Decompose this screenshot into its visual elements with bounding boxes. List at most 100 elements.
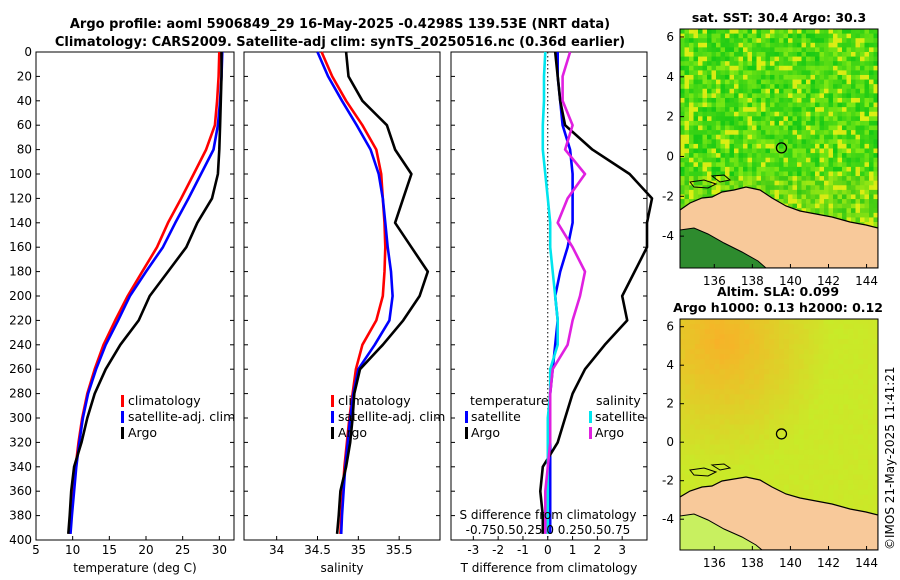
heatmap-cell [725, 120, 730, 126]
heatmap-cell [846, 203, 852, 209]
heatmap-cell [853, 349, 859, 355]
heatmap-cell [803, 359, 810, 365]
heatmap-cell [720, 102, 726, 108]
heatmap-cell [798, 384, 805, 390]
heatmap-cell [769, 444, 775, 450]
heatmap-cell [843, 474, 849, 481]
heatmap-cell [792, 97, 798, 103]
heatmap-cell [684, 379, 691, 385]
heatmap-cell [734, 130, 739, 136]
heatmap-cell [873, 79, 878, 85]
heatmap-cell [720, 97, 726, 103]
heatmap-cell [747, 107, 753, 113]
heatmap-cell [824, 79, 829, 85]
heatmap-cell [716, 61, 721, 67]
heatmap-cell [819, 33, 825, 39]
heatmap-cell [833, 70, 838, 76]
heatmap-cell [779, 79, 784, 85]
heatmap-cell [764, 384, 770, 390]
heatmap-cell [709, 394, 716, 400]
heatmap-cell [761, 42, 766, 48]
heatmap-cell [833, 379, 839, 385]
heatmap-cell [707, 171, 712, 177]
heatmap-cell [680, 65, 685, 71]
heatmap-cell [714, 329, 720, 335]
heatmap-cell [704, 449, 711, 455]
heatmap-cell [788, 464, 795, 471]
heatmap-cell [770, 107, 775, 113]
heatmap-cell [680, 79, 685, 85]
heatmap-cell [719, 419, 725, 425]
heatmap-cell [853, 354, 859, 360]
heatmap-cell [724, 464, 730, 471]
heatmap-cell [699, 414, 706, 420]
heatmap-cell [788, 189, 793, 195]
heatmap-cell [779, 189, 784, 195]
heatmap-cell [838, 414, 844, 420]
heatmap-cell [699, 394, 706, 400]
heatmap-cell [798, 424, 805, 430]
heatmap-cell [765, 84, 771, 90]
heatmap-cell [709, 474, 716, 481]
heatmap-cell [779, 120, 784, 126]
heatmap-cell [680, 339, 686, 345]
heatmap-cell [734, 79, 739, 85]
heatmap-cell [792, 143, 798, 149]
heatmap-cell [774, 185, 780, 191]
heatmap-cell [684, 65, 690, 71]
heatmap-cell [797, 88, 802, 94]
heatmap-cell [863, 359, 869, 365]
heatmap-cell [704, 319, 711, 325]
heatmap-cell [783, 194, 789, 200]
heatmap-cell [842, 185, 847, 191]
heatmap-cell [752, 38, 757, 44]
heatmap-cell [824, 102, 829, 108]
heatmap-cell [837, 212, 843, 218]
heatmap-cell [824, 125, 829, 131]
heatmap-cell [843, 499, 849, 506]
heatmap-cell [868, 379, 874, 385]
heatmap-cell [765, 47, 771, 53]
heatmap-cell [719, 364, 725, 370]
heatmap-cell [868, 339, 874, 345]
legend-title-salinity: salinity [596, 393, 641, 408]
heatmap-cell [815, 180, 820, 186]
legend-label-satellite: satellite-adj. clim [338, 409, 445, 424]
heatmap-cell [863, 449, 869, 455]
heatmap-cell [769, 429, 775, 435]
heatmap-cell [719, 439, 725, 445]
heatmap-cell [783, 180, 789, 186]
heatmap-cell [864, 74, 870, 80]
heatmap-cell [819, 189, 825, 195]
heatmap-cell [709, 419, 716, 425]
heatmap-cell [765, 171, 771, 177]
heatmap-cell [680, 153, 685, 159]
heatmap-cell [843, 379, 849, 385]
heatmap-cell [729, 349, 735, 355]
heatmap-cell [734, 88, 739, 94]
heatmap-cell [851, 120, 856, 126]
heatmap-cell [833, 139, 838, 145]
heatmap-cell [716, 153, 721, 159]
heatmap-cell [803, 494, 810, 501]
heatmap-cell [707, 84, 712, 90]
heatmap-cell [851, 29, 856, 34]
heatmap-cell [729, 148, 735, 154]
heatmap-cell [756, 162, 762, 168]
heatmap-cell [803, 484, 810, 491]
heatmap-cell [868, 434, 874, 440]
heatmap-cell [819, 74, 825, 80]
heatmap-cell [684, 344, 691, 350]
heatmap-cell [743, 116, 748, 122]
heatmap-cell [719, 429, 725, 435]
heatmap-cell [734, 399, 740, 405]
heatmap-cell [855, 217, 861, 223]
heatmap-cell [837, 38, 843, 44]
heatmap-cell [828, 139, 834, 145]
heatmap-cell [756, 61, 762, 67]
heatmap-cell [698, 189, 703, 195]
heatmap-cell [803, 419, 810, 425]
heatmap-cell [797, 162, 802, 168]
heatmap-cell [707, 102, 712, 108]
heatmap-cell [707, 176, 712, 182]
